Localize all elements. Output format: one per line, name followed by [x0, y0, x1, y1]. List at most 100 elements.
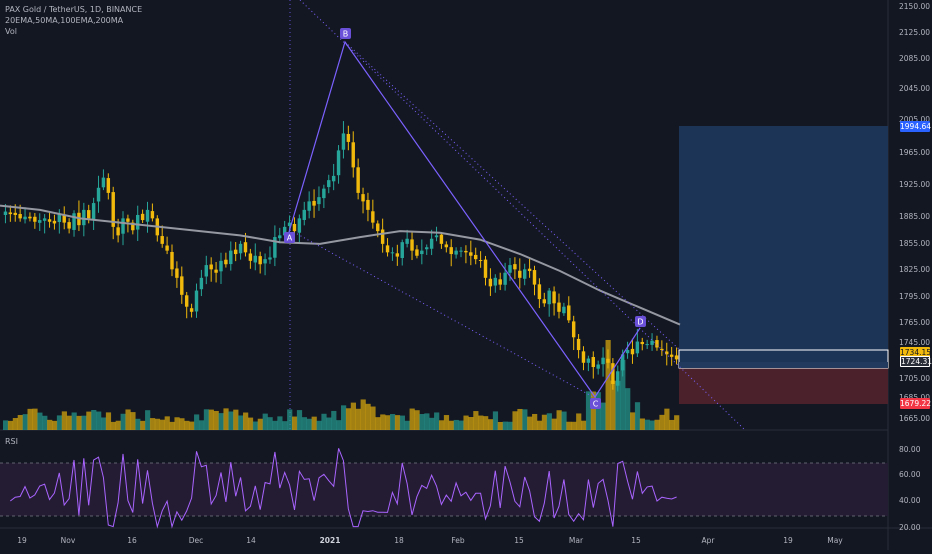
time-tick: Mar — [569, 536, 584, 545]
rsi-legend[interactable]: RSI — [5, 437, 18, 446]
candle-body — [292, 223, 297, 232]
volume-bar — [243, 412, 249, 430]
volume-bar — [81, 415, 87, 430]
volume-bar — [414, 410, 420, 430]
candle-body — [640, 341, 644, 345]
candle-body — [645, 344, 649, 346]
volume-bar — [424, 413, 430, 430]
volume-bar — [610, 380, 616, 430]
volume-bar — [56, 415, 63, 430]
candle-body — [660, 348, 664, 351]
candle-body — [522, 269, 527, 279]
candle-body — [571, 321, 576, 338]
entry-zone — [679, 362, 888, 368]
volume-bar — [42, 415, 48, 430]
candle-body — [91, 203, 96, 220]
candle-body — [287, 222, 292, 227]
pattern-point-a[interactable]: A — [284, 232, 295, 243]
candle-body — [131, 222, 135, 231]
pattern-label-d: D — [637, 318, 643, 327]
volume-bar — [434, 412, 440, 430]
volume-bar — [159, 419, 165, 430]
volume-bar — [66, 415, 72, 430]
price-axis[interactable]: 2150.00 2125.00 2085.00 2045.00 2005.00 … — [899, 2, 930, 532]
candle-body — [302, 209, 306, 220]
volume-bar — [91, 409, 97, 430]
volume-series — [3, 340, 680, 430]
volume-bar — [296, 410, 303, 430]
candle-body — [366, 199, 370, 210]
candle-body — [180, 276, 184, 295]
candle-body — [567, 305, 571, 321]
entry-price-tag: 1724.31 — [900, 356, 932, 367]
candle-body — [263, 259, 267, 264]
candle-body — [552, 291, 556, 304]
candle-body — [464, 250, 468, 253]
volume-bar — [169, 421, 175, 430]
candle-body — [606, 358, 610, 363]
volume-bar — [532, 413, 538, 430]
candle-body — [581, 351, 586, 363]
volume-bar — [145, 410, 151, 430]
volume-bar — [458, 420, 464, 430]
candle-body — [170, 251, 174, 270]
symbol-legend[interactable]: PAX Gold / TetherUS, 1D, BINANCE — [5, 5, 143, 14]
volume-bar — [517, 408, 523, 430]
volume-bar — [419, 414, 425, 430]
volume-bar — [292, 416, 298, 430]
candle-body — [204, 265, 209, 277]
candle-body — [233, 249, 238, 255]
volume-bar — [32, 408, 38, 430]
volume-legend[interactable]: Vol — [5, 27, 17, 36]
candle-body — [13, 212, 17, 215]
long-stop-zone[interactable] — [679, 368, 888, 404]
volume-bar — [213, 410, 219, 430]
indicator-legend[interactable]: 20EMA,50MA,100EMA,200MA — [5, 16, 124, 25]
time-tick: Feb — [451, 536, 465, 545]
candle-body — [503, 272, 507, 285]
candle-body — [67, 222, 71, 229]
volume-bar — [120, 413, 126, 430]
volume-bar — [233, 409, 239, 430]
rsi-tick: 20.00 — [899, 523, 921, 532]
pattern-point-c[interactable]: C — [590, 398, 601, 409]
price-tick: 1925.00 — [899, 180, 930, 189]
candle-body — [669, 354, 674, 357]
candle-body — [312, 200, 316, 206]
candle-body — [576, 338, 581, 351]
price-tick: 2085.00 — [899, 54, 930, 63]
volume-bar — [267, 417, 273, 430]
candle-body — [145, 209, 150, 222]
volume-bar — [644, 419, 650, 430]
candle-body — [33, 216, 37, 222]
candle-body — [625, 350, 630, 354]
volume-bar — [228, 411, 234, 430]
candle-body — [635, 341, 640, 354]
candle-body — [52, 220, 57, 224]
volume-bar — [365, 403, 371, 430]
time-axis[interactable]: 19 Nov 16 Dec 14 2021 18 Feb 15 Mar 15 A… — [17, 536, 843, 545]
volume-bar — [399, 415, 405, 430]
long-target-zone[interactable] — [679, 126, 888, 362]
candle-body — [82, 209, 86, 226]
volume-bar — [581, 420, 587, 430]
candle-body — [547, 290, 551, 305]
candle-body — [444, 244, 449, 248]
time-tick: Apr — [702, 536, 716, 545]
candle-body — [542, 299, 547, 304]
price-tick: 2005.00 — [899, 115, 930, 124]
volume-bar — [659, 414, 665, 430]
pattern-point-b[interactable]: B — [340, 28, 351, 39]
pattern-point-d[interactable]: D — [635, 316, 646, 327]
volume-bar — [326, 417, 332, 430]
volume-bar — [429, 417, 435, 430]
abcd-pattern-line[interactable] — [288, 40, 641, 399]
volume-bar — [590, 391, 597, 430]
candle-body — [341, 133, 346, 150]
candle-body — [674, 355, 679, 360]
candle-body — [135, 214, 140, 230]
candle-body — [175, 268, 179, 278]
volume-bar — [556, 410, 562, 430]
